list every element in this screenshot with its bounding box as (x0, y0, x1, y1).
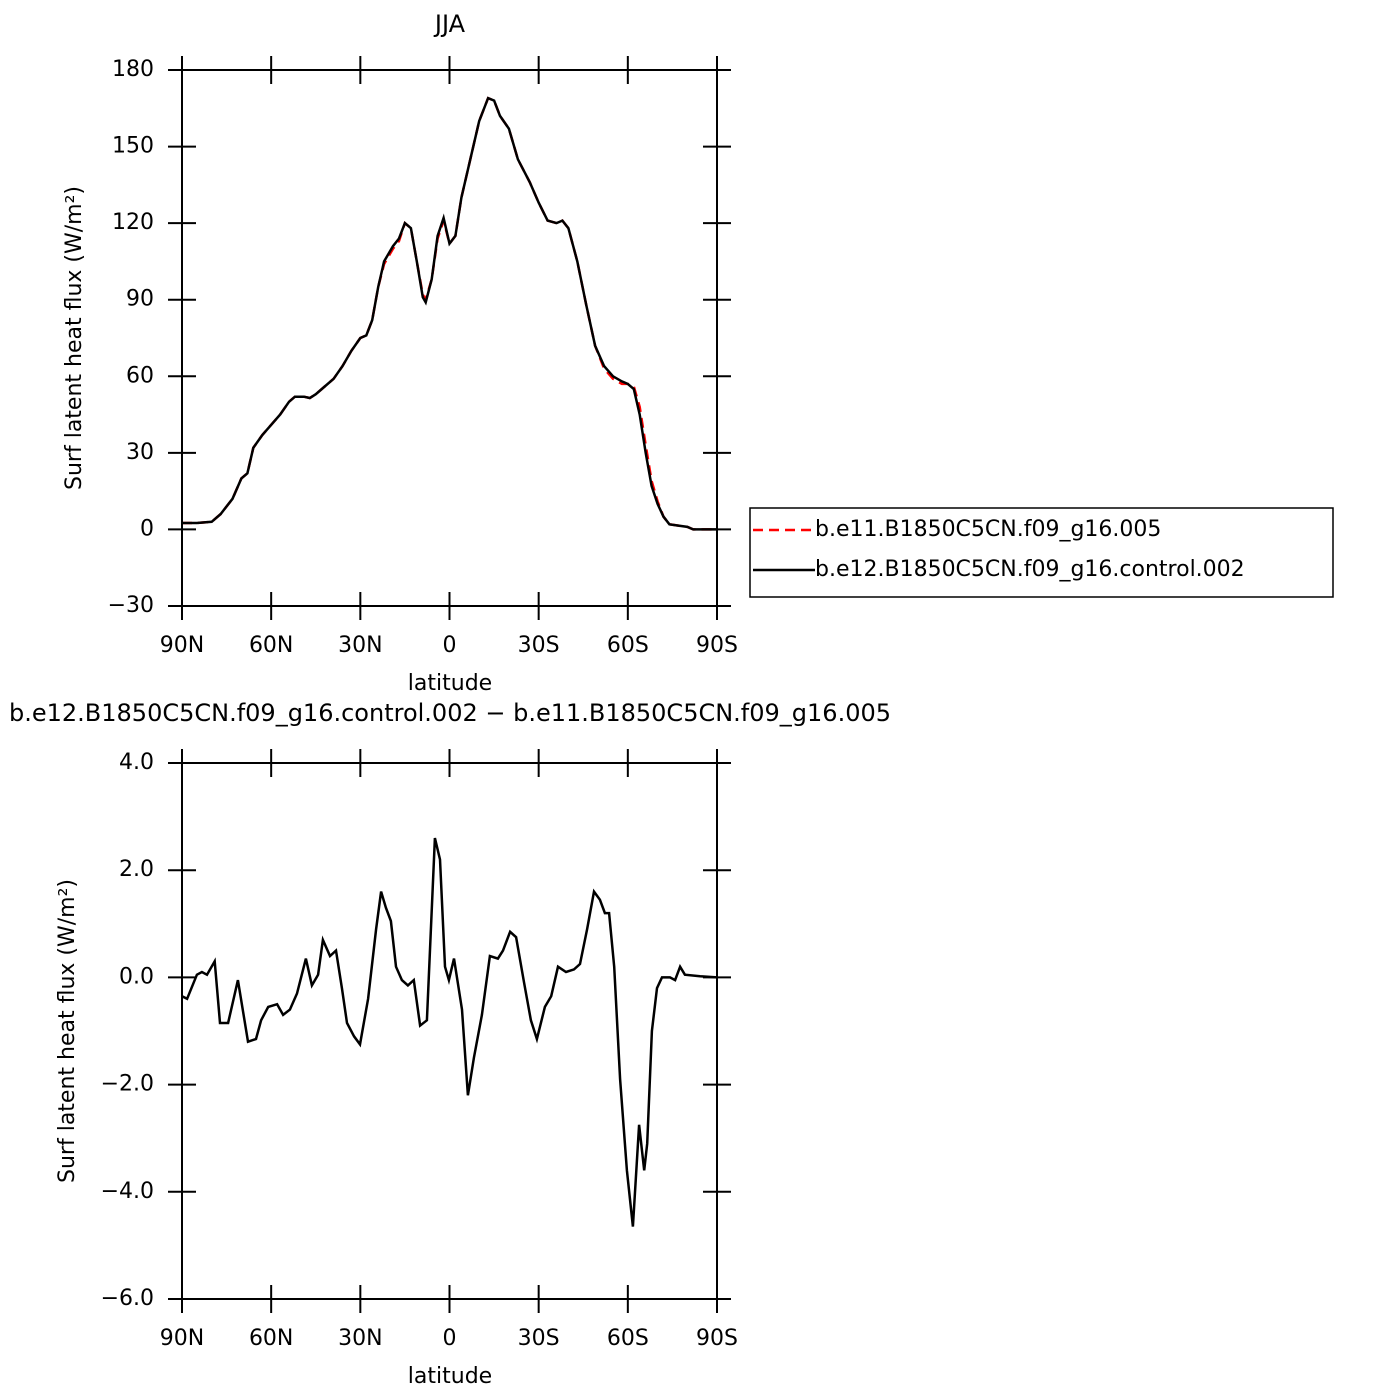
x-tick-label: 60S (607, 633, 649, 658)
x-tick-label: 90N (160, 633, 204, 658)
y-tick-label: −30 (108, 593, 154, 618)
x-tick-label: 60N (249, 1326, 293, 1351)
y-tick-label: 180 (112, 57, 154, 82)
chart-title: b.e12.B1850C5CN.f09_g16.control.002 − b.… (9, 699, 891, 727)
legend-box (749, 507, 1334, 598)
y-tick-label: 60 (126, 363, 154, 388)
y-tick-label: 0 (140, 516, 154, 541)
data-line (182, 96, 717, 531)
x-tick-label: 30S (518, 633, 560, 658)
y-tick-label: 150 (112, 134, 154, 159)
x-tick-label: 90S (696, 1326, 738, 1351)
x-tick-label: 0 (443, 633, 457, 658)
x-tick-label: 60S (607, 1326, 649, 1351)
legend-label: b.e12.B1850C5CN.f09_g16.control.002 (815, 557, 1245, 582)
y-axis-label: Surf latent heat flux (W/m²) (55, 879, 80, 1183)
x-tick-label: 90S (696, 633, 738, 658)
x-tick-label: 0 (443, 1326, 457, 1351)
x-tick-label: 90N (160, 1326, 204, 1351)
y-tick-label: 30 (126, 440, 154, 465)
data-line (181, 837, 718, 1227)
y-axis-label: Surf latent heat flux (W/m²) (62, 186, 87, 490)
data-line (182, 96, 717, 531)
legend-label: b.e11.B1850C5CN.f09_g16.005 (815, 517, 1161, 542)
x-axis-label: latitude (408, 1364, 492, 1389)
y-tick-label: 120 (112, 210, 154, 235)
x-tick-label: 30N (338, 1326, 382, 1351)
y-tick-label: −2.0 (101, 1072, 154, 1097)
y-tick-label: 90 (126, 287, 154, 312)
y-tick-label: 2.0 (119, 857, 154, 882)
y-tick-label: 0.0 (119, 964, 154, 989)
y-tick-label: −6.0 (101, 1286, 154, 1311)
x-tick-label: 30S (518, 1326, 560, 1351)
x-tick-label: 30N (338, 633, 382, 658)
plot-frame (181, 69, 718, 607)
x-axis-label: latitude (408, 671, 492, 696)
chart-title: JJA (433, 10, 466, 38)
x-tick-label: 60N (249, 633, 293, 658)
plot-frame (181, 762, 718, 1300)
y-tick-label: 4.0 (119, 750, 154, 775)
y-tick-label: −4.0 (101, 1179, 154, 1204)
